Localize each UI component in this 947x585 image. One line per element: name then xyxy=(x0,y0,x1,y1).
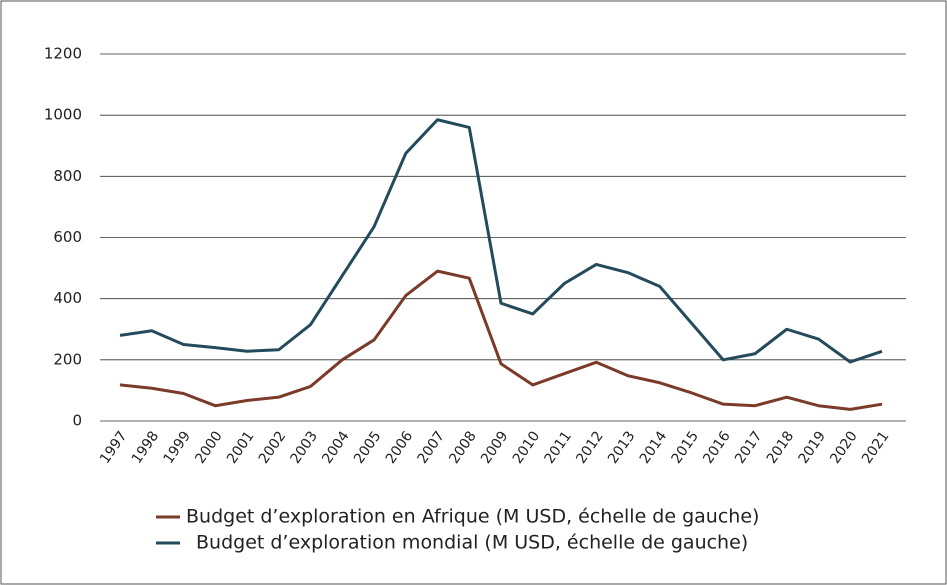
x-tick-label: 2011 xyxy=(542,428,576,466)
x-tick-label: 2009 xyxy=(478,428,512,466)
x-tick-label: 2020 xyxy=(827,428,861,466)
x-tick-label: 2003 xyxy=(288,428,322,466)
x-tick-label: 2010 xyxy=(510,428,544,466)
y-tick-label: 0 xyxy=(72,412,82,430)
y-tick-label: 200 xyxy=(53,350,82,368)
x-tick-label: 2006 xyxy=(383,428,417,466)
y-tick-label: 1000 xyxy=(44,106,82,124)
y-tick-label: 1200 xyxy=(44,45,82,63)
x-tick-label: 2005 xyxy=(351,428,385,466)
x-tick-label: 1999 xyxy=(161,428,195,466)
x-tick-label: 2007 xyxy=(415,428,449,466)
x-tick-label: 2002 xyxy=(256,428,290,466)
x-tick-label: 1997 xyxy=(97,428,131,466)
x-tick-label: 2012 xyxy=(573,428,607,466)
x-tick-label: 2014 xyxy=(637,428,671,466)
y-tick-label: 600 xyxy=(53,228,82,246)
series-line xyxy=(119,269,883,411)
x-tick-label: 2018 xyxy=(764,428,798,466)
legend-label: Budget d’exploration en Afrique (M USD, … xyxy=(186,506,759,528)
legend-label: Budget d’exploration mondial (M USD, éch… xyxy=(196,532,748,554)
x-tick-label: 2008 xyxy=(446,428,480,466)
x-tick-label: 1998 xyxy=(129,428,163,466)
x-tick-label: 2015 xyxy=(669,428,703,466)
x-tick-label: 2001 xyxy=(224,428,258,466)
x-tick-label: 2000 xyxy=(192,428,226,466)
x-tick-label: 2021 xyxy=(859,428,893,466)
y-tick-label: 400 xyxy=(53,289,82,307)
series-line xyxy=(119,118,883,364)
x-tick-label: 2016 xyxy=(700,428,734,466)
x-tick-label: 2017 xyxy=(732,428,766,466)
x-tick-label: 2019 xyxy=(796,428,830,466)
x-tick-label: 2004 xyxy=(319,428,353,466)
y-tick-label: 800 xyxy=(53,167,82,185)
x-tick-label: 2013 xyxy=(605,428,639,466)
